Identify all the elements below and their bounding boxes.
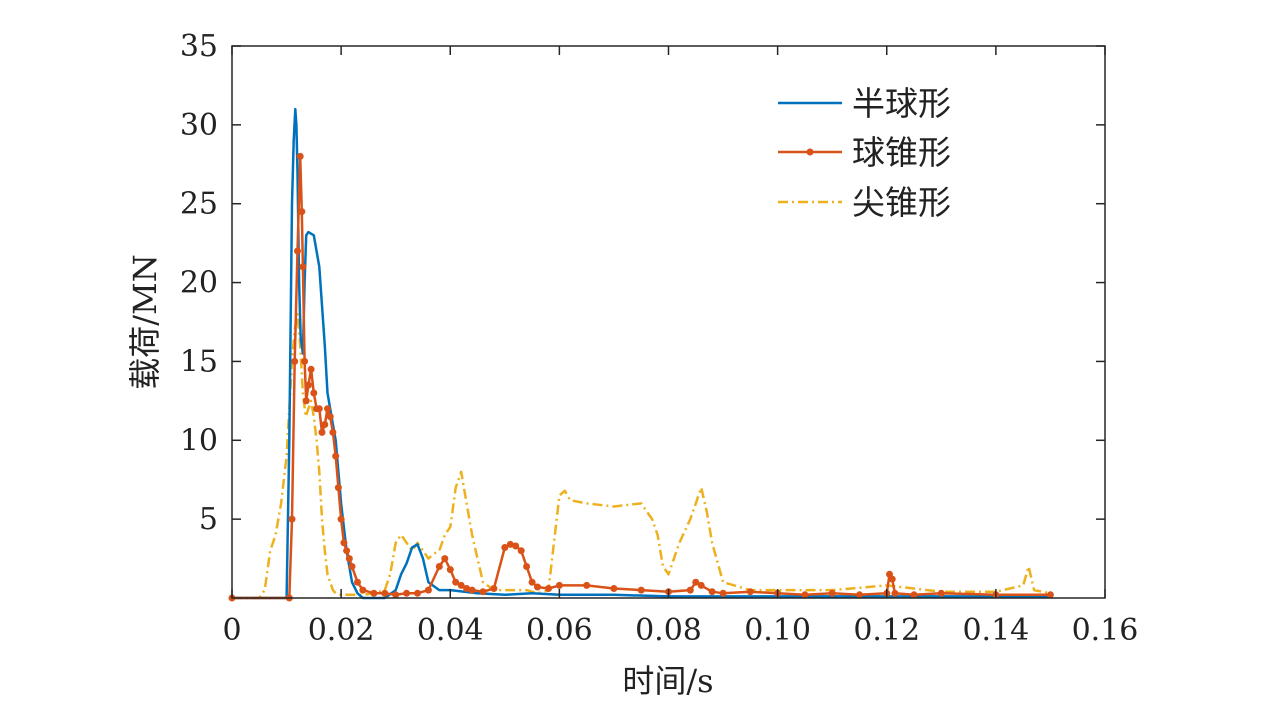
y-tick-label: 5 [199,502,218,537]
series-layer [228,107,1054,602]
y-tick-label: 25 [180,187,218,222]
series-marker [856,591,863,599]
x-tick-label: 0.14 [962,613,1029,648]
y-tick-label: 15 [180,344,218,379]
series-marker [381,589,389,597]
x-tick-label: 0.04 [417,613,484,648]
series-marker [370,589,378,597]
series-marker [457,581,465,589]
x-tick-label: 0.08 [635,613,702,648]
series-marker [891,589,899,597]
series-marker [1046,591,1054,599]
legend-label-hemisphere: 半球形 [852,84,951,123]
series-marker [307,365,315,373]
series-marker [354,578,361,586]
series-marker [517,547,525,555]
series-marker [304,381,312,389]
series-marker [299,263,307,271]
series-marker [452,578,460,586]
series-marker [298,208,306,216]
series-marker [424,586,432,594]
x-tick-label: 0.06 [526,613,593,648]
series-marker [403,589,411,597]
series-marker [512,542,520,550]
series-marker [392,591,400,599]
series-marker [828,589,836,597]
series-marker [937,589,945,597]
series-marker [324,405,331,413]
x-tick-label: 0.10 [744,613,811,648]
x-tick-label: 0 [222,613,241,648]
series-marker [348,563,356,570]
legend-label-sharp-cone: 尖锥形 [852,183,951,222]
series-marker [332,452,340,460]
series-marker [340,539,348,547]
legend-marker-ball-cone [806,148,814,156]
y-tick-label: 35 [180,29,218,64]
series-marker [534,583,541,591]
series-marker [637,586,645,594]
series-marker [468,586,476,594]
series-marker [329,428,337,436]
y-tick-label: 20 [180,266,218,301]
series-marker [435,563,443,570]
series-marker [910,591,918,599]
series-marker [746,588,754,596]
series-marker [359,586,367,594]
y-tick-label: 10 [180,423,218,458]
series-marker [343,547,351,555]
series-marker [288,515,296,523]
series-marker [310,389,318,397]
series-marker [463,585,471,592]
x-tick-label: 0.12 [853,613,920,648]
series-marker [888,575,896,583]
y-axis-title: 载荷/MN [126,254,164,390]
series-marker [326,413,334,421]
series-marker [692,578,700,586]
series-marker [318,428,326,436]
x-tick-label: 0.02 [308,613,375,648]
series-marker [334,484,342,492]
series-marker [296,152,304,160]
series-marker [291,357,299,365]
series-marker [315,405,323,413]
series-marker [479,588,487,596]
series-marker [555,581,563,589]
series-marker [719,589,727,597]
tick-layer: 0 0.02 0.04 0.06 0.08 0.10 0.12 0.14 0.16 5 10 15 20… [180,29,1139,648]
series-marker [321,421,329,428]
series-marker [686,586,694,594]
series-marker [441,555,449,563]
series-marker [610,585,618,592]
x-tick-label: 0.16 [1072,613,1139,648]
series-marker [697,581,705,589]
x-axis-title: 时间/s [622,662,713,700]
series-marker [708,588,716,596]
series-marker [294,247,301,255]
series-marker [583,581,591,589]
y-tick-label: 30 [180,108,218,143]
series-marker [414,589,421,597]
legend: 半球形 球锥形 尖锥形 [778,84,951,222]
series-marker [345,555,353,563]
series-marker [523,563,531,570]
series-line-2 [232,312,1051,600]
series-marker [801,591,809,599]
series-marker [528,578,536,586]
plot-background [232,46,1105,598]
series-marker [446,566,454,574]
legend-label-ball-cone: 球锥形 [852,133,951,172]
series-marker [545,585,552,592]
series-marker [302,397,310,405]
series-marker [301,357,309,365]
series-marker [337,515,345,523]
series-marker [490,585,498,592]
series-marker [501,544,509,551]
series-marker [506,540,514,548]
